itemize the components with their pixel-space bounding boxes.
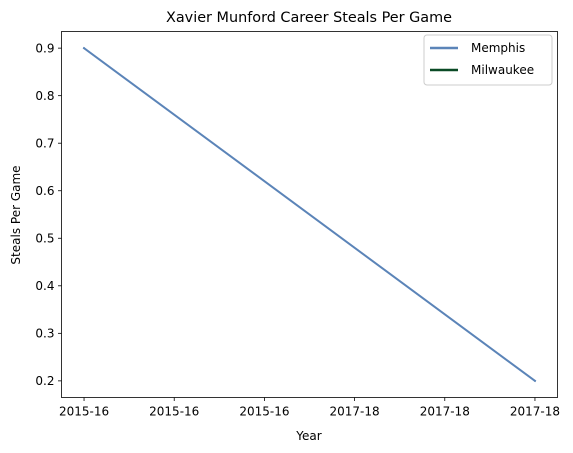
y-tick-label: 0.4 <box>35 279 54 293</box>
legend-label-memphis: Memphis <box>471 41 525 55</box>
legend-label-milwaukee: Milwaukee <box>471 63 534 77</box>
chart-title: Xavier Munford Career Steals Per Game <box>166 10 452 26</box>
y-axis-label: Steals Per Game <box>9 165 23 264</box>
series-line-memphis <box>82 46 537 383</box>
x-tick-label: 2017-18 <box>330 405 380 419</box>
plot-area <box>61 31 558 398</box>
x-tick-label: 2015-16 <box>59 405 109 419</box>
x-axis-label: Year <box>295 429 321 443</box>
x-tick-label: 2017-18 <box>420 405 470 419</box>
data-point-memphis-1 <box>533 379 536 382</box>
x-axis: 2015-16 2015-16 2015-16 2017-18 2017-18 2017-… <box>59 397 560 419</box>
y-tick-label: 0.5 <box>35 231 54 245</box>
series-layer <box>82 46 537 383</box>
y-tick-label: 0.9 <box>35 41 54 55</box>
y-axis: 0.2 0.3 0.4 0.5 0.6 0.7 0.8 0.9 <box>35 41 62 388</box>
x-tick-label: 2015-16 <box>149 405 199 419</box>
y-tick-label: 0.7 <box>35 136 54 150</box>
y-tick-label: 0.2 <box>35 374 54 388</box>
y-tick-label: 0.3 <box>35 327 54 341</box>
x-tick-label: 2017-18 <box>510 405 560 419</box>
y-tick-label: 0.8 <box>35 89 54 103</box>
x-tick-label: 2015-16 <box>239 405 289 419</box>
legend: Memphis Milwaukee <box>423 34 553 86</box>
plot-frame <box>61 31 558 398</box>
data-point-memphis-0 <box>83 47 86 50</box>
y-tick-label: 0.6 <box>35 184 54 198</box>
